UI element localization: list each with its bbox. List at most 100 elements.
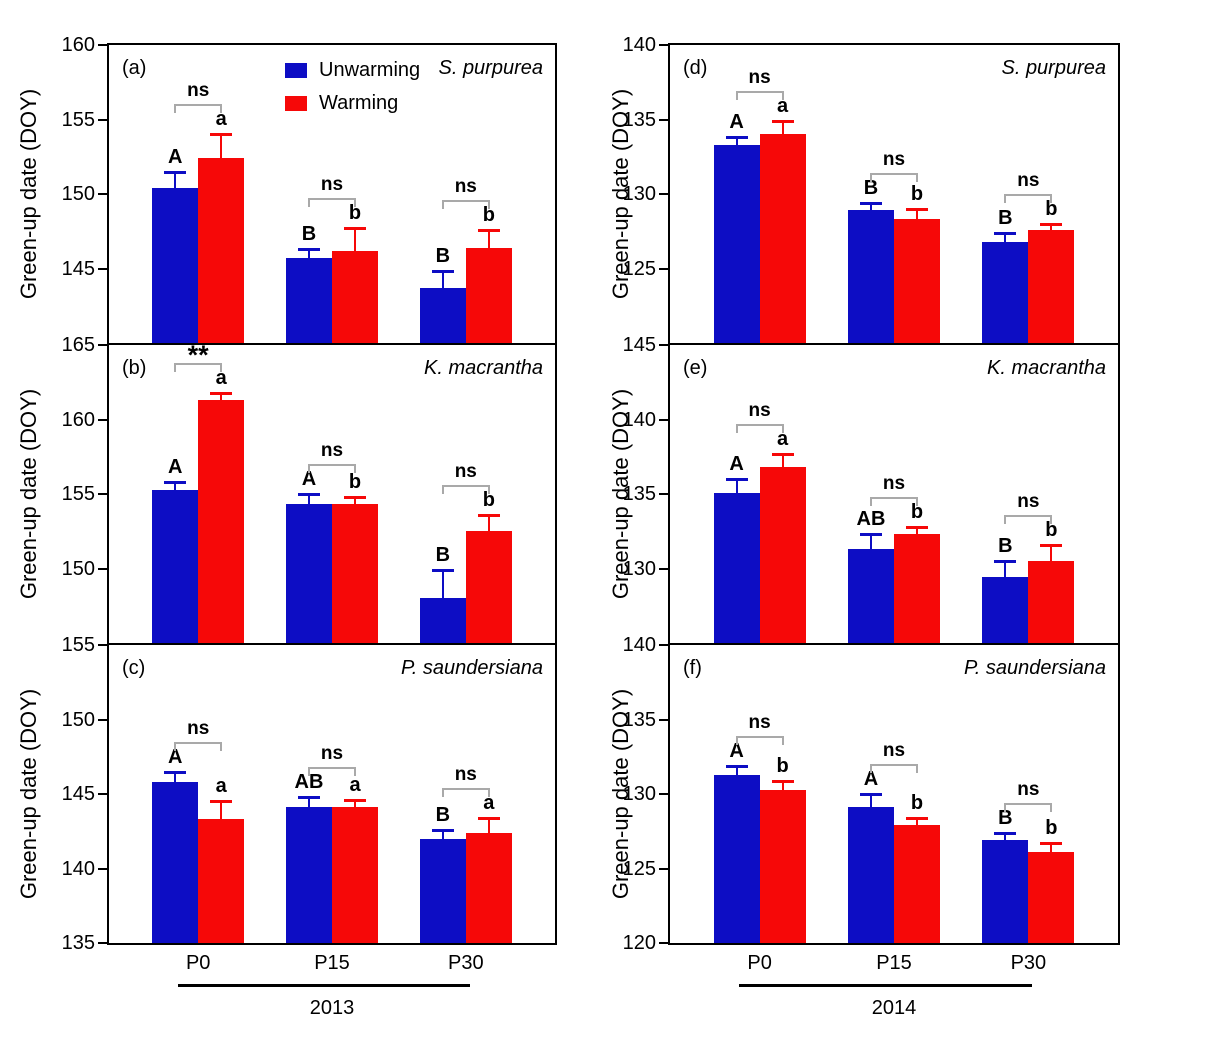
- error-bar-cap: [344, 227, 366, 231]
- y-axis-title: Green-up date (DOY): [16, 688, 41, 900]
- y-tick-mark: [98, 118, 107, 121]
- bar-unwarming-P30: [982, 577, 1029, 643]
- bar-warming-P30: [465, 832, 512, 943]
- sig-letter: a: [483, 791, 495, 814]
- y-tick-mark: [98, 718, 107, 721]
- sig-bracket: [308, 464, 356, 473]
- y-tick-mark: [98, 267, 107, 270]
- error-bar-stem: [781, 120, 784, 135]
- error-bar-stem: [308, 494, 310, 505]
- error-bar-cap: [298, 248, 320, 252]
- error-bar-cap: [860, 533, 882, 537]
- sig-letter: b: [348, 470, 362, 493]
- bar-unwarming-P30: [982, 241, 1029, 343]
- bar-unwarming-P30: [419, 838, 466, 943]
- error-bar-cap: [298, 795, 320, 799]
- sig-bracket: [1004, 193, 1053, 203]
- y-tick-label: 135: [622, 108, 656, 131]
- sig-letter: AB: [856, 508, 886, 531]
- error-bar-stem: [870, 534, 872, 550]
- error-bar-cap: [210, 800, 233, 804]
- sig-letter: B: [435, 245, 451, 268]
- y-tick-label: 135: [61, 932, 95, 954]
- y-tick-mark: [659, 793, 668, 795]
- sig-letter: A: [167, 145, 183, 168]
- y-tick-mark: [98, 867, 107, 870]
- sig-ns: ns: [882, 740, 906, 761]
- bar-unwarming-P0: [713, 492, 760, 643]
- y-tick-label: 145: [61, 257, 95, 280]
- error-bar-cap: [344, 798, 366, 802]
- bar-unwarming-P15: [848, 549, 894, 643]
- error-bar-stem: [487, 817, 490, 833]
- error-bar-cap: [164, 770, 187, 774]
- error-bar-stem: [735, 137, 738, 145]
- sig-letter: A: [729, 739, 744, 762]
- sig-letter: A: [729, 453, 744, 476]
- sig-letter: A: [167, 456, 183, 479]
- y-tick-label: 145: [61, 783, 95, 805]
- error-bar-stem: [870, 202, 872, 211]
- year-label-2014: 2014: [871, 997, 917, 1019]
- y-tick-label: 150: [61, 557, 95, 580]
- sig-bracket: [870, 172, 918, 182]
- bar-unwarming-P30: [419, 598, 466, 643]
- error-bar-stem: [354, 496, 356, 505]
- error-bar-stem: [441, 271, 444, 288]
- y-tick-label: 155: [61, 108, 95, 131]
- error-bar-stem: [781, 780, 784, 790]
- error-bar-stem: [916, 526, 918, 535]
- error-bar-cap: [994, 831, 1017, 835]
- sig-letter: b: [776, 754, 789, 777]
- sig-letter: B: [301, 223, 317, 246]
- error-bar-cap: [860, 201, 882, 205]
- y-tick-label: 155: [61, 634, 95, 656]
- y-tick-mark: [659, 193, 668, 195]
- y-tick-mark: [98, 567, 107, 570]
- x-axis-labels-2013: P0 P15 P30: [109, 952, 555, 976]
- y-tick-mark: [659, 567, 668, 570]
- sig-letter: a: [215, 366, 227, 389]
- error-bar-cap: [1040, 842, 1063, 846]
- sig-letter: b: [910, 791, 924, 814]
- bar-warming-P15: [332, 504, 378, 643]
- error-bar-cap: [771, 119, 794, 123]
- sig-letter: b: [1045, 817, 1058, 840]
- error-bar-cap: [431, 270, 454, 274]
- error-bar-stem: [1004, 832, 1007, 841]
- bar-warming-P15: [894, 219, 940, 343]
- x-category-label: P30: [1010, 952, 1047, 974]
- sig-bracket: [1004, 514, 1053, 524]
- bar-unwarming-P15: [286, 504, 332, 643]
- error-bar-stem: [870, 794, 872, 808]
- error-bar-stem: [1050, 544, 1053, 562]
- sig-ns: ns: [320, 174, 344, 196]
- sig-letter: A: [863, 768, 879, 790]
- error-bar-stem: [308, 249, 310, 259]
- error-bar-stem: [1004, 232, 1007, 242]
- panel-letter: (f): [683, 657, 702, 679]
- sig-letter: B: [435, 803, 451, 826]
- error-bar-stem: [220, 801, 223, 820]
- sig-ns: ns: [454, 763, 477, 785]
- y-tick-mark: [98, 793, 107, 795]
- error-bar-cap: [210, 133, 233, 137]
- sig-bracket: [441, 484, 490, 494]
- error-bar-stem: [1050, 843, 1053, 853]
- sig-bracket: [441, 787, 490, 797]
- y-tick-mark: [659, 418, 668, 421]
- y-tick-label: 130: [622, 183, 656, 205]
- y-tick-mark: [659, 493, 668, 495]
- panel-a: (a) S. purpurea 145 150 155 160 Unwarming Warmi…: [62, 34, 557, 345]
- bar-warming-P30: [465, 247, 512, 343]
- error-bar-stem: [308, 796, 310, 808]
- y-tick-mark: [98, 644, 107, 646]
- species-label: P. saundersiana: [964, 657, 1106, 679]
- species-label: P. saundersiana: [401, 657, 543, 679]
- species-label: S. purpurea: [1001, 57, 1106, 79]
- error-bar-stem: [220, 134, 223, 159]
- species-label: K. macrantha: [424, 357, 543, 379]
- sig-letter: b: [482, 488, 495, 511]
- sig-letter: a: [215, 108, 227, 131]
- bar-warming-P30: [1028, 561, 1075, 643]
